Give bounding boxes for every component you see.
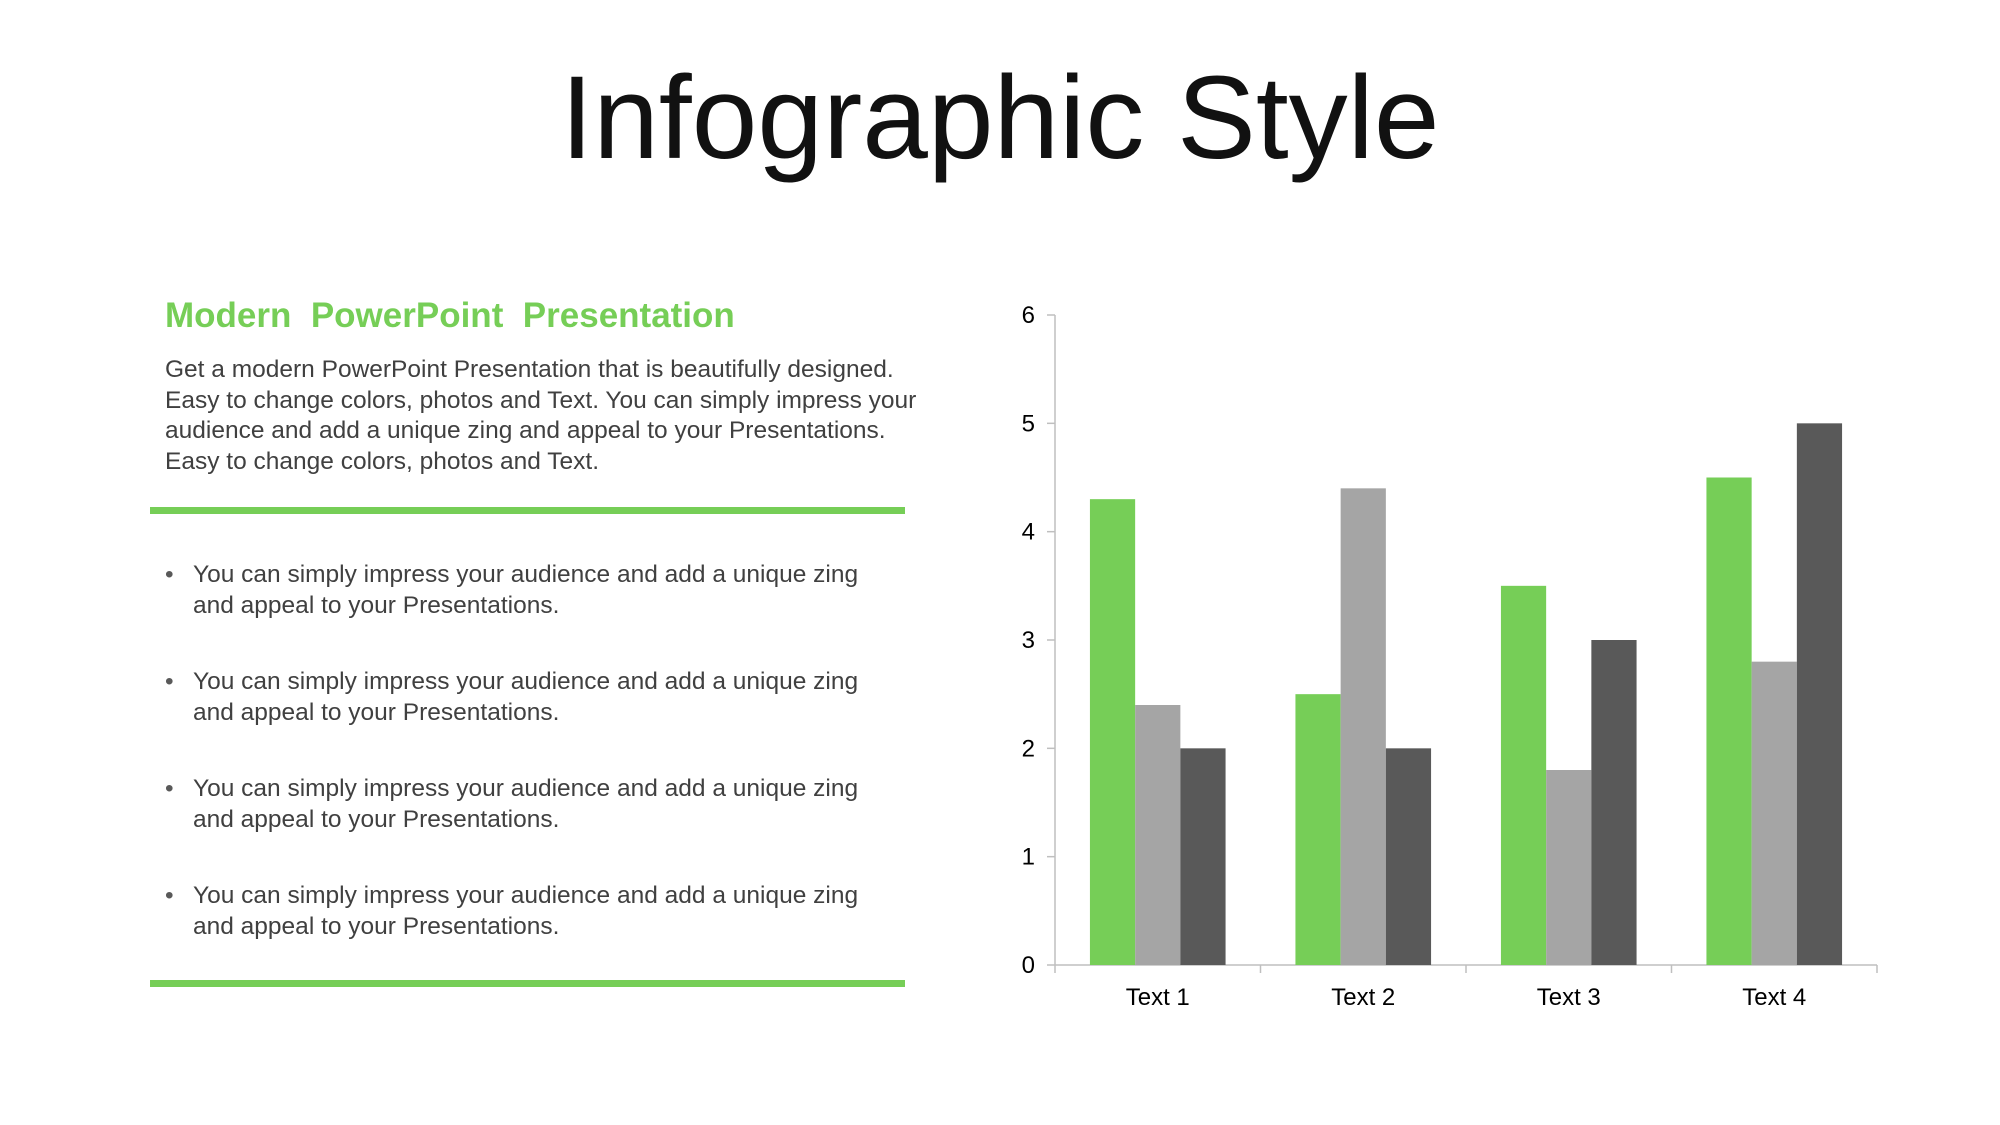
- x-category-label: Text 2: [1331, 984, 1395, 1011]
- y-tick-label: 2: [1022, 735, 1035, 762]
- y-tick-label: 3: [1022, 627, 1035, 654]
- bar: [1385, 748, 1432, 965]
- intro-paragraph: Get a modern PowerPoint Presentation tha…: [165, 356, 917, 475]
- bullet-text: You can simply impress your audience and…: [193, 775, 859, 833]
- y-tick-label: 5: [1022, 410, 1035, 437]
- bar: [1135, 705, 1181, 965]
- y-tick-label: 1: [1022, 844, 1035, 871]
- section-subheading: Modern PowerPoint Presentation: [165, 296, 735, 335]
- x-category-label: Text 1: [1126, 984, 1190, 1011]
- bullet-text: You can simply impress your audience and…: [193, 668, 859, 726]
- bullet-item: • You can simply impress your audience a…: [165, 774, 905, 881]
- bar: [1796, 423, 1843, 965]
- divider-top: [150, 507, 905, 514]
- x-category-label: Text 4: [1742, 984, 1806, 1011]
- bar: [1751, 661, 1797, 965]
- divider-bottom: [150, 980, 905, 987]
- bar: [1500, 585, 1547, 965]
- bar: [1706, 477, 1752, 965]
- y-tick-label: 0: [1022, 952, 1035, 979]
- slide-title: Infographic Style: [560, 52, 1440, 184]
- bar: [1340, 488, 1386, 965]
- x-category-label: Text 3: [1537, 984, 1601, 1011]
- bullet-text: You can simply impress your audience and…: [193, 882, 859, 940]
- y-tick-label: 6: [1022, 302, 1035, 329]
- bullet-item: • You can simply impress your audience a…: [165, 667, 905, 774]
- bullet-item: • You can simply impress your audience a…: [165, 560, 905, 667]
- bullet-dot-icon: •: [165, 668, 174, 695]
- bullet-dot-icon: •: [165, 882, 174, 909]
- bullet-dot-icon: •: [165, 561, 174, 588]
- y-tick-label: 4: [1022, 519, 1035, 546]
- bullet-list: • You can simply impress your audience a…: [165, 560, 905, 988]
- bullet-item: • You can simply impress your audience a…: [165, 881, 905, 988]
- bar: [1591, 640, 1637, 965]
- bar: [1089, 499, 1136, 965]
- bar: [1295, 694, 1341, 965]
- bar: [1180, 748, 1226, 965]
- bullet-text: You can simply impress your audience and…: [193, 561, 859, 619]
- bullet-dot-icon: •: [165, 775, 174, 802]
- bar: [1546, 770, 1592, 965]
